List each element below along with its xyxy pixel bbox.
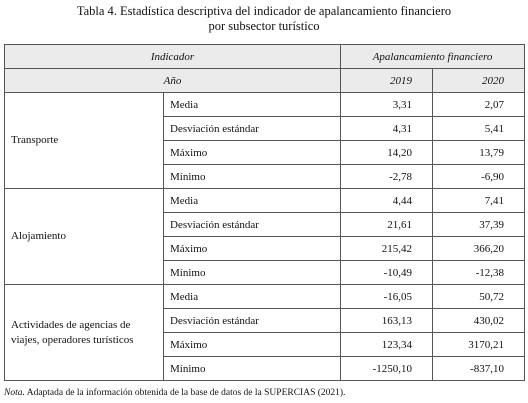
value-cell: 14,20: [340, 140, 434, 165]
data-row: Transporte Media 3,31 2,07: [4, 92, 526, 189]
value-cell: -12,38: [432, 260, 526, 285]
stat-cell: Mínimo: [162, 260, 342, 285]
note-label: Nota.: [4, 388, 25, 398]
data-row: Máximo 123,34 3170,21: [5, 332, 526, 357]
value-cell: 163,13: [340, 308, 434, 333]
stat-cell: Media: [162, 284, 342, 309]
data-row: Desviación estándar 4,31 5,41: [5, 116, 526, 141]
data-row: Alojamiento Media 4,44 7,41: [4, 188, 526, 285]
value-cell: -6,90: [432, 164, 526, 189]
value-cell: 4,31: [340, 116, 434, 141]
note-year: (2021).: [317, 388, 346, 398]
header-cell: 2020: [432, 68, 526, 93]
value-cell: 50,72: [432, 284, 526, 309]
value-cell: 37,39: [432, 212, 526, 237]
value-cell: 7,41: [432, 188, 526, 213]
stat-cell: Desviación estándar: [162, 212, 342, 237]
stat-cell: Mínimo: [162, 356, 342, 381]
header-cell: 2019: [340, 68, 434, 93]
group-cell: Alojamiento: [4, 188, 164, 285]
header-cell: Apalancamiento financiero: [340, 44, 526, 69]
value-cell: 2,07: [432, 92, 526, 117]
data-row: Máximo 215,42 366,20: [5, 236, 526, 261]
stat-cell: Desviación estándar: [162, 308, 342, 333]
stat-cell: Media: [162, 92, 342, 117]
data-row: Desviación estándar 163,13 430,02: [5, 308, 526, 333]
note-text: Adaptada de la información obtenida de l…: [26, 388, 262, 398]
data-row: Máximo 14,20 13,79: [5, 140, 526, 165]
header-cell: Año: [3, 68, 342, 93]
data-row: Actividades de agencias de viajes, opera…: [4, 284, 526, 381]
stat-cell: Máximo: [162, 332, 342, 357]
value-cell: 366,20: [432, 236, 526, 261]
stat-cell: Media: [162, 188, 342, 213]
value-cell: 21,61: [340, 212, 434, 237]
header-cell: Indicador: [3, 44, 342, 69]
value-cell: 430,02: [432, 308, 526, 333]
value-cell: 3,31: [340, 92, 434, 117]
table: Indicador Apalancamiento financiero Año …: [3, 44, 526, 381]
title: Tabla 4. Estadística descriptiva del ind…: [0, 4, 528, 34]
data-row: Mínimo -2,78 -6,90: [5, 164, 526, 189]
value-cell: 123,34: [340, 332, 434, 357]
value-cell: -16,05: [340, 284, 434, 309]
value-cell: -2,78: [340, 164, 434, 189]
group-cell: Transporte: [4, 92, 164, 189]
value-cell: 215,42: [340, 236, 434, 261]
title-line: Tabla 4. Estadística descriptiva del ind…: [76, 4, 452, 18]
value-cell: 4,44: [340, 188, 434, 213]
header-row: Año 2019 2020: [3, 68, 526, 93]
value-cell: -1250,10: [340, 356, 434, 381]
note: Nota. Adaptada de la información obtenid…: [4, 388, 345, 398]
stat-cell: Máximo: [162, 140, 342, 165]
data-row: Mínimo -10,49 -12,38: [5, 260, 526, 285]
data-row: Mínimo -1250,10 -837,10: [5, 356, 526, 381]
value-cell: -10,49: [340, 260, 434, 285]
header-row: Indicador Apalancamiento financiero: [3, 44, 526, 69]
stat-cell: Máximo: [162, 236, 342, 261]
group-cell: Actividades de agencias de viajes, opera…: [4, 284, 164, 381]
table-body: Indicador Apalancamiento financiero Año …: [3, 44, 526, 381]
title-line: por subsector turístico: [208, 19, 320, 33]
data-row: Desviación estándar 21,61 37,39: [5, 212, 526, 237]
value-cell: -837,10: [432, 356, 526, 381]
note-source: SUPERCIAS: [264, 388, 316, 398]
value-cell: 3170,21: [432, 332, 526, 357]
value-cell: 13,79: [432, 140, 526, 165]
value-cell: 5,41: [432, 116, 526, 141]
stat-cell: Mínimo: [162, 164, 342, 189]
stat-cell: Desviación estándar: [162, 116, 342, 141]
